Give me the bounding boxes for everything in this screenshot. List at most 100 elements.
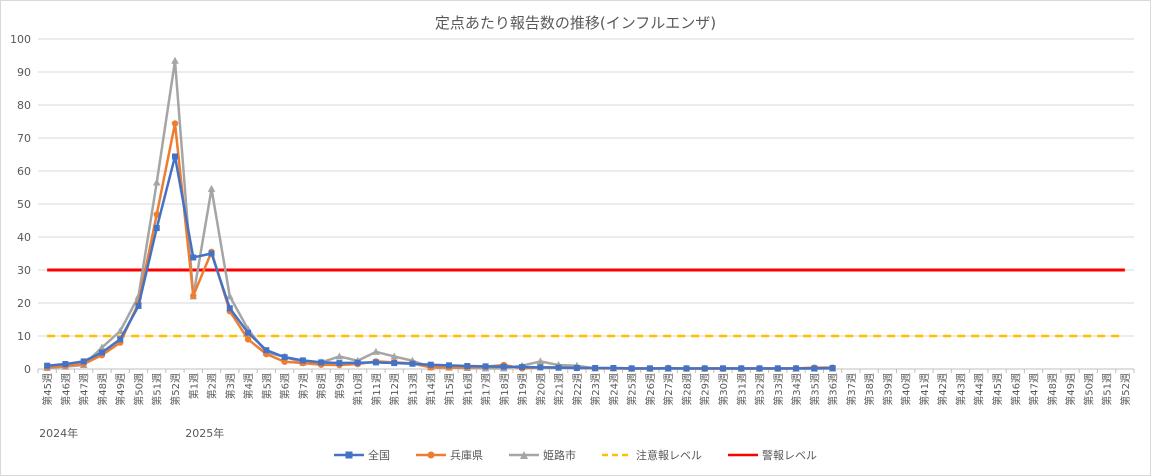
- data-point-himeji: [98, 343, 106, 351]
- x-tick-label: 第2週: [206, 373, 219, 399]
- x-tick-label: 第21週: [553, 373, 566, 406]
- data-point-zenkoku: [683, 365, 690, 372]
- data-point-zenkoku: [829, 365, 836, 372]
- data-point-himeji: [536, 357, 545, 365]
- x-tick-label: 第30週: [717, 373, 730, 406]
- data-point-zenkoku: [372, 359, 379, 366]
- data-point-zenkoku: [391, 360, 398, 367]
- data-point-zenkoku: [263, 347, 270, 354]
- x-tick-label: 第48週: [1046, 373, 1059, 406]
- data-point-zenkoku: [446, 362, 452, 369]
- x-tick-label: 第15週: [443, 373, 456, 406]
- data-point-zenkoku: [628, 365, 635, 372]
- legend-marker-zenkoku: [334, 451, 364, 459]
- x-tick-label: 第36週: [827, 373, 840, 406]
- x-tick-label: 第49週: [1064, 373, 1077, 406]
- year-label: 2025年: [185, 426, 224, 440]
- data-point-zenkoku: [299, 357, 306, 364]
- y-tick-label: 100: [10, 33, 31, 46]
- series-line-himeji: [47, 59, 833, 370]
- data-point-hyogo: [171, 120, 179, 127]
- data-point-zenkoku: [592, 365, 599, 372]
- chart-title: 定点あたり報告数の推移(インフルエンザ): [434, 14, 717, 32]
- x-tick-label: 第20週: [534, 373, 547, 406]
- x-tick-label: 第13週: [406, 373, 419, 406]
- data-point-zenkoku: [190, 254, 197, 261]
- data-point-zenkoku: [720, 365, 726, 372]
- x-tick-label: 第45週: [991, 373, 1004, 406]
- x-tick-label: 第26週: [644, 373, 657, 406]
- x-tick-label: 第3週: [224, 373, 237, 399]
- x-tick-label: 第5週: [260, 373, 273, 399]
- year-label: 2024年: [39, 426, 78, 440]
- data-point-zenkoku: [172, 153, 178, 160]
- series-line-zenkoku: [47, 155, 833, 370]
- legend-marker-hyogo: [416, 451, 446, 459]
- data-point-zenkoku: [153, 225, 160, 232]
- x-tick-label: 第37週: [845, 373, 858, 406]
- data-point-zenkoku: [500, 363, 507, 370]
- y-tick-label: 50: [17, 198, 31, 211]
- legend-label: 姫路市: [543, 449, 576, 462]
- x-tick-label: 第1週: [187, 373, 200, 399]
- x-tick-label: 第4週: [242, 373, 255, 399]
- x-tick-label: 第52週: [1119, 373, 1132, 406]
- data-point-zenkoku: [811, 365, 818, 372]
- y-tick-label: 40: [17, 231, 31, 244]
- y-tick-label: 0: [24, 363, 31, 376]
- x-tick-label: 第22週: [571, 373, 584, 406]
- x-tick-label: 第32週: [754, 373, 767, 406]
- x-tick-label: 第47週: [78, 373, 91, 406]
- data-point-zenkoku: [80, 358, 87, 365]
- x-tick-label: 第41週: [918, 373, 931, 406]
- data-point-zenkoku: [117, 336, 124, 343]
- y-tick-label: 70: [17, 132, 31, 145]
- x-tick-label: 第38週: [863, 373, 876, 406]
- x-tick-label: 第18週: [498, 373, 511, 406]
- data-point-himeji: [390, 352, 398, 360]
- x-tick-label: 第25週: [626, 373, 639, 406]
- x-tick-label: 第43週: [954, 373, 967, 406]
- x-tick-label: 第50週: [1082, 373, 1095, 406]
- x-tick-label: 第6週: [279, 373, 292, 399]
- data-point-zenkoku: [756, 365, 763, 372]
- x-tick-label: 第17週: [480, 373, 493, 406]
- data-point-hyogo: [281, 358, 288, 365]
- data-point-zenkoku: [793, 365, 800, 372]
- x-tick-label: 第31週: [735, 373, 748, 406]
- y-tick-label: 30: [17, 264, 31, 277]
- legend-marker-himeji: [509, 451, 539, 459]
- legend-item-zenkoku: 全国: [334, 447, 390, 463]
- x-tick-label: 第28週: [680, 373, 693, 406]
- x-tick-label: 第24週: [607, 373, 620, 406]
- x-tick-label: 第35週: [808, 373, 821, 406]
- x-tick-label: 第34週: [790, 373, 803, 406]
- data-point-zenkoku: [738, 365, 745, 372]
- legend: 全国 兵庫県 姫路市 注意報レベル 警報レベル: [0, 447, 1151, 463]
- series-line-hyogo: [47, 122, 833, 370]
- x-tick-label: 第19週: [516, 373, 529, 406]
- data-point-zenkoku: [464, 363, 471, 370]
- data-point-himeji: [207, 184, 216, 192]
- data-point-zenkoku: [336, 360, 343, 367]
- data-point-zenkoku: [482, 363, 489, 370]
- x-tick-label: 第8週: [315, 373, 328, 399]
- data-point-himeji: [171, 56, 179, 64]
- x-tick-label: 第10週: [352, 373, 365, 406]
- y-tick-label: 20: [17, 297, 31, 310]
- data-point-zenkoku: [519, 364, 526, 371]
- data-point-zenkoku: [409, 360, 416, 367]
- legend-label: 兵庫県: [450, 449, 483, 462]
- data-point-zenkoku: [646, 365, 653, 372]
- legend-item-hyogo: 兵庫県: [416, 447, 483, 463]
- x-tick-label: 第47週: [1028, 373, 1041, 406]
- data-point-zenkoku: [281, 354, 288, 361]
- data-point-himeji: [372, 347, 380, 355]
- x-tick-label: 第51週: [1101, 373, 1114, 406]
- legend-marker-warning: [728, 453, 758, 457]
- y-tick-label: 90: [17, 66, 31, 79]
- legend-label: 注意報レベル: [636, 449, 702, 462]
- legend-item-himeji: 姫路市: [509, 447, 576, 463]
- data-point-zenkoku: [135, 302, 142, 309]
